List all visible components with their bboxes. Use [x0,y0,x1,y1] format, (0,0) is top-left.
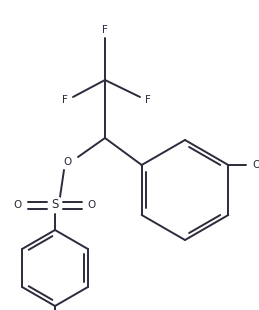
Text: O: O [252,160,259,170]
Text: F: F [102,25,108,35]
Text: O: O [88,200,96,210]
Text: S: S [51,198,59,211]
Text: O: O [64,157,72,167]
Text: F: F [145,95,151,105]
Text: F: F [62,95,68,105]
Text: O: O [14,200,22,210]
